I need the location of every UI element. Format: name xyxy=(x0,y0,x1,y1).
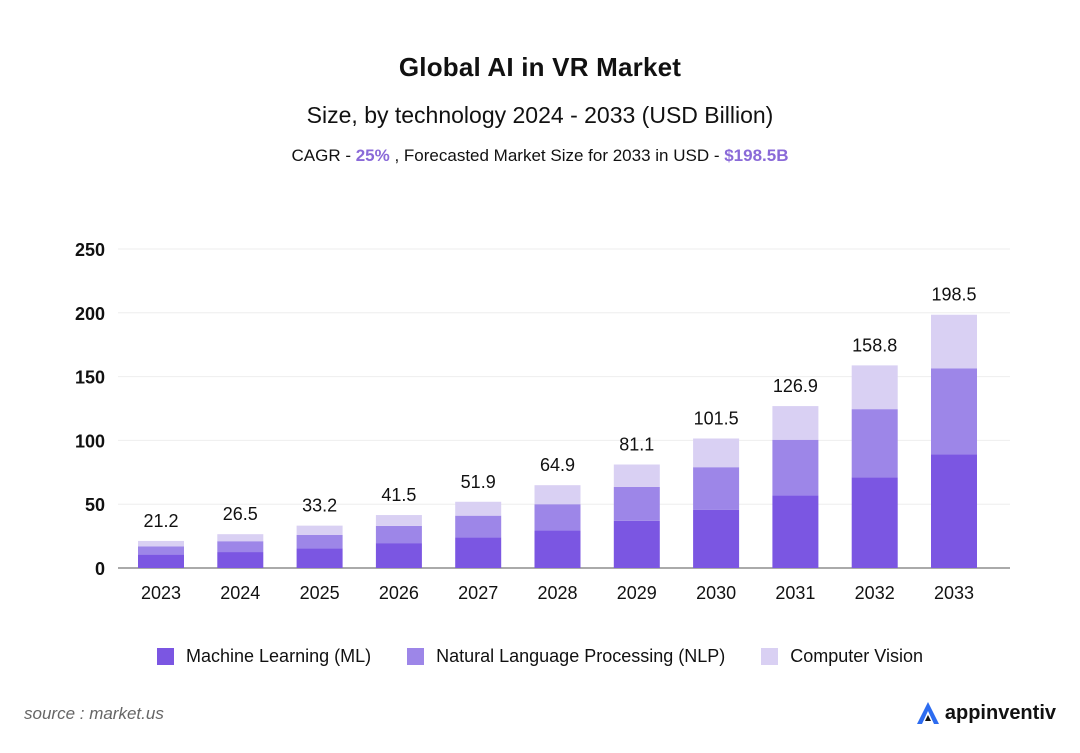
bar-segment xyxy=(851,477,898,568)
x-tick-label: 2033 xyxy=(934,583,974,603)
bar-segment xyxy=(534,485,581,505)
y-tick-label: 50 xyxy=(85,495,105,515)
bar-segment xyxy=(693,467,740,510)
data-label: 158.8 xyxy=(852,335,897,355)
x-tick-label: 2024 xyxy=(220,583,260,603)
legend-swatch-ml xyxy=(157,648,174,665)
data-label: 64.9 xyxy=(540,455,575,475)
bar-segment xyxy=(772,406,819,440)
cagr-mid-text: , Forecasted Market Size for 2033 in USD… xyxy=(389,146,725,165)
data-label: 81.1 xyxy=(619,435,654,455)
legend-item-nlp: Natural Language Processing (NLP) xyxy=(407,646,725,667)
x-tick-label: 2023 xyxy=(141,583,181,603)
bar-segment xyxy=(375,515,422,526)
data-label: 33.2 xyxy=(302,496,337,516)
x-tick-label: 2031 xyxy=(775,583,815,603)
y-tick-label: 150 xyxy=(75,368,105,388)
bar-segment xyxy=(931,368,977,455)
brand-name: appinventiv xyxy=(944,701,1056,724)
data-label: 51.9 xyxy=(461,472,496,492)
bar-segment xyxy=(296,534,343,549)
data-label: 41.5 xyxy=(381,485,416,505)
bar-segment xyxy=(217,541,264,553)
bar-segment xyxy=(613,486,660,521)
bar-segment xyxy=(851,365,898,410)
bar-segment xyxy=(534,504,581,531)
bar-segment xyxy=(534,530,581,568)
y-tick-label: 200 xyxy=(75,304,105,324)
bar-segment xyxy=(693,509,740,568)
forecast-value: $198.5B xyxy=(724,146,789,165)
bar-segment xyxy=(693,438,740,468)
legend-label-ml: Machine Learning (ML) xyxy=(186,646,372,666)
bar-segment xyxy=(138,554,184,568)
source-note: source : market.us xyxy=(24,704,164,723)
bar-segment xyxy=(931,454,977,568)
legend-label-nlp: Natural Language Processing (NLP) xyxy=(436,646,726,666)
x-tick-label: 2028 xyxy=(537,583,577,603)
data-label: 126.9 xyxy=(773,376,818,396)
legend-swatch-cv xyxy=(761,648,779,665)
bar-segment xyxy=(375,543,422,568)
x-tick-label: 2032 xyxy=(855,583,895,603)
x-tick-label: 2027 xyxy=(458,583,498,603)
bar-segment xyxy=(772,439,819,496)
chart-subtitle: Size, by technology 2024 - 2033 (USD Bil… xyxy=(306,102,774,128)
x-tick-label: 2030 xyxy=(696,583,736,603)
x-tick-label: 2026 xyxy=(379,583,419,603)
y-tick-label: 100 xyxy=(75,431,105,451)
legend-label-cv: Computer Vision xyxy=(790,646,923,666)
x-tick-label: 2025 xyxy=(300,583,340,603)
x-tick-label: 2029 xyxy=(617,583,657,603)
data-label: 21.2 xyxy=(143,511,178,531)
cagr-value: 25% xyxy=(355,146,390,165)
brand-logo: appinventiv xyxy=(915,700,1056,726)
legend-item-ml: Machine Learning (ML) xyxy=(157,646,371,667)
cagr-label: CAGR - xyxy=(291,146,356,165)
appinventiv-logo-icon xyxy=(916,702,939,724)
bar-segment xyxy=(455,537,502,568)
data-label: 26.5 xyxy=(223,504,258,524)
bar-segment xyxy=(217,552,264,568)
bar-segment xyxy=(138,540,184,547)
bar-segment xyxy=(296,525,343,535)
legend-swatch-nlp xyxy=(407,648,425,665)
bar-segment xyxy=(613,464,660,487)
y-tick-label: 0 xyxy=(95,559,105,579)
bar-segment xyxy=(455,515,502,538)
bar-segment xyxy=(851,409,898,478)
bar-segment xyxy=(217,534,264,542)
legend-item-cv: Computer Vision xyxy=(761,646,923,667)
bar-segment xyxy=(772,495,819,568)
bar-segment xyxy=(138,546,184,555)
y-tick-label: 250 xyxy=(75,240,105,260)
chart-title: Global AI in VR Market xyxy=(398,52,682,82)
data-label: 101.5 xyxy=(694,408,739,428)
legend: Machine Learning (ML) Natural Language P… xyxy=(0,646,1080,667)
cagr-line: CAGR - 25% , Forecasted Market Size for … xyxy=(0,146,1080,166)
bar-segment xyxy=(375,525,422,544)
data-label: 198.5 xyxy=(931,285,976,305)
bar-segment xyxy=(296,548,343,568)
bar-segment xyxy=(931,314,977,369)
bar-segment xyxy=(455,501,502,516)
bar-segment xyxy=(613,520,660,568)
